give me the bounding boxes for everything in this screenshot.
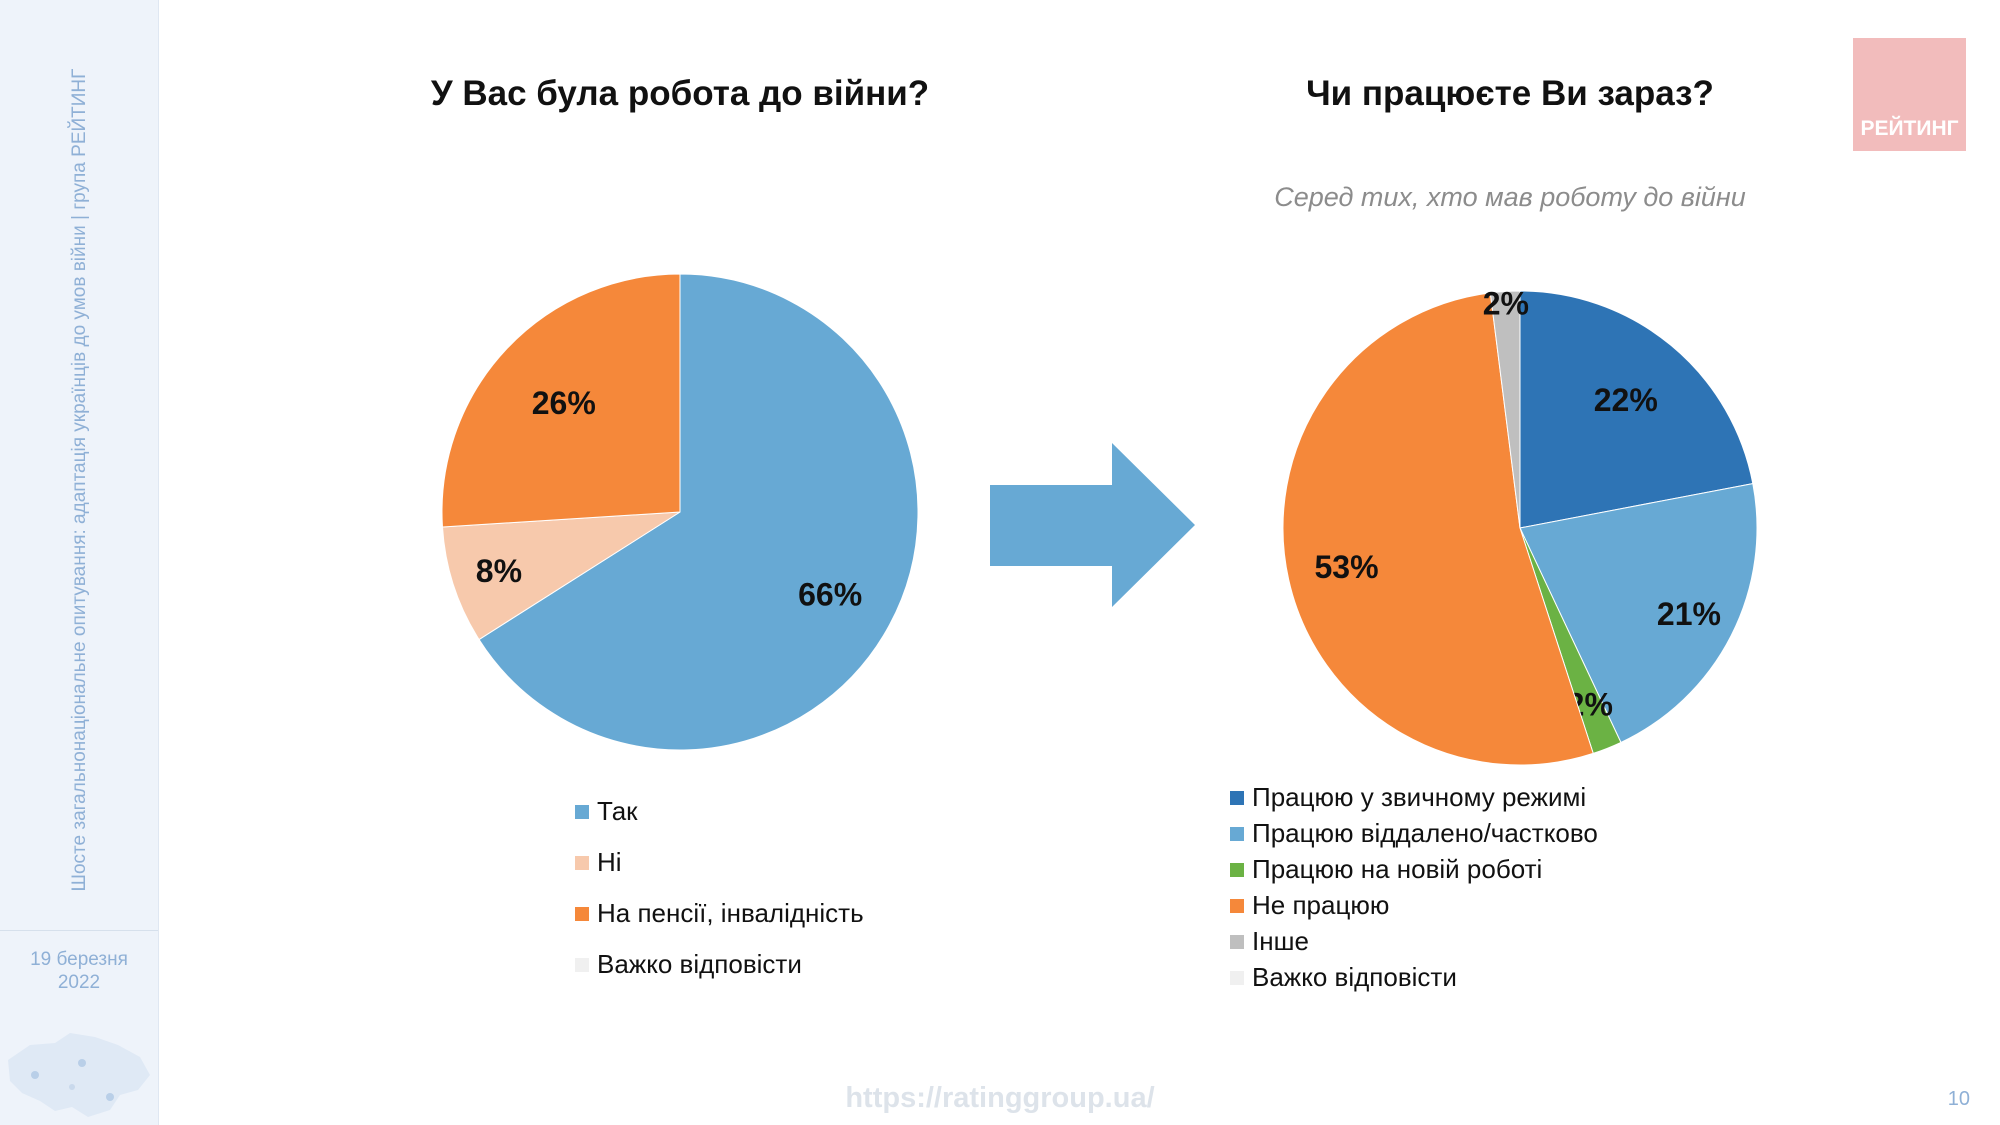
chart1-title: У Вас була робота до війни?: [430, 74, 930, 113]
data-label-2-4: 2%: [1483, 285, 1529, 321]
chart2-title: Чи працюєте Ви зараз?: [1306, 74, 1714, 113]
legend-label: На пенсії, інвалідність: [597, 898, 864, 928]
legend-swatch: [575, 804, 589, 819]
legend-swatch: [1230, 790, 1244, 805]
logo-text: РЕЙТИНГ: [1860, 117, 1959, 140]
legend-swatch: [1230, 898, 1244, 913]
legend-label: Працюю у звичному режимі: [1252, 782, 1587, 812]
legend-swatch: [1230, 934, 1244, 949]
legend-label: Працюю віддалено/частково: [1252, 818, 1598, 848]
ukraine-map-icon: [8, 1033, 150, 1117]
legend-item-2-3: Не працюю: [1230, 890, 1389, 921]
data-label-2-0: 22%: [1594, 382, 1658, 418]
chart2-subtitle: Серед тих, хто мав роботу до війни: [1274, 182, 1746, 212]
legend-item-2-1: Працюю віддалено/частково: [1230, 818, 1598, 849]
pie-slice-2-1: [1519, 483, 1758, 744]
right-arrow-icon: [990, 443, 1195, 607]
legend-item-2-0: Працюю у звичному режимі: [1230, 782, 1586, 813]
legend-swatch: [1230, 862, 1244, 877]
legend-label: Працюю на новій роботі: [1252, 854, 1543, 884]
pie-slice-2-3: [1282, 292, 1594, 766]
pie-slice-1-0: [478, 273, 919, 751]
legend-item-2-4: Інше: [1230, 926, 1309, 957]
pie-slice-1-1: [441, 511, 681, 641]
legend-label: Так: [597, 796, 638, 826]
survey-date-line1: 19 березня: [30, 949, 128, 970]
pie-chart-job-before-war: 66% 8% 26%: [441, 273, 919, 751]
legend-label: Ні: [597, 847, 622, 877]
data-label-1-2: 26%: [532, 385, 596, 421]
data-label-1-0: 66%: [798, 577, 862, 613]
legend-swatch: [1230, 970, 1244, 985]
pie-chart-working-now: 22%21%2%53%2%: [1282, 285, 1758, 766]
legend-item-2-2: Працюю на новій роботі: [1230, 854, 1542, 885]
legend-item-1-2: На пенсії, інвалідність: [575, 898, 864, 929]
legend-swatch: [1230, 826, 1244, 841]
footer-url[interactable]: https://ratinggroup.ua/: [845, 1082, 1155, 1114]
sidebar: Шосте загальнонаціональне опитування: ад…: [0, 0, 159, 1125]
survey-date-line2: 2022: [57, 972, 101, 993]
survey-date: 19 березня 2022: [0, 948, 158, 994]
sidebar-divider: [0, 930, 158, 931]
legend-swatch: [575, 855, 589, 870]
legend-swatch: [575, 957, 589, 972]
legend-label: Не працюю: [1252, 890, 1390, 920]
legend-item-1-0: Так: [575, 796, 638, 827]
legend-item-1-1: Ні: [575, 847, 622, 878]
legend-label: Важко відповісти: [1252, 962, 1457, 992]
legend-item-1-3: Важко відповісти: [575, 949, 802, 980]
data-label-2-1: 21%: [1657, 596, 1721, 632]
pie-slice-2-4: [1489, 290, 1521, 529]
data-label-1-1: 8%: [476, 553, 522, 589]
pie-slice-2-0: [1519, 290, 1754, 529]
legend-label: Інше: [1252, 926, 1309, 956]
pie-slice-1-2: [441, 273, 681, 528]
data-label-2-3: 53%: [1315, 549, 1379, 585]
legend-item-2-5: Важко відповісти: [1230, 962, 1457, 993]
page-number: 10: [1947, 1088, 1970, 1110]
legend-label: Важко відповісти: [597, 949, 802, 979]
legend-swatch: [575, 906, 589, 921]
rating-logo: РЕЙТИНГ: [1853, 38, 1966, 151]
